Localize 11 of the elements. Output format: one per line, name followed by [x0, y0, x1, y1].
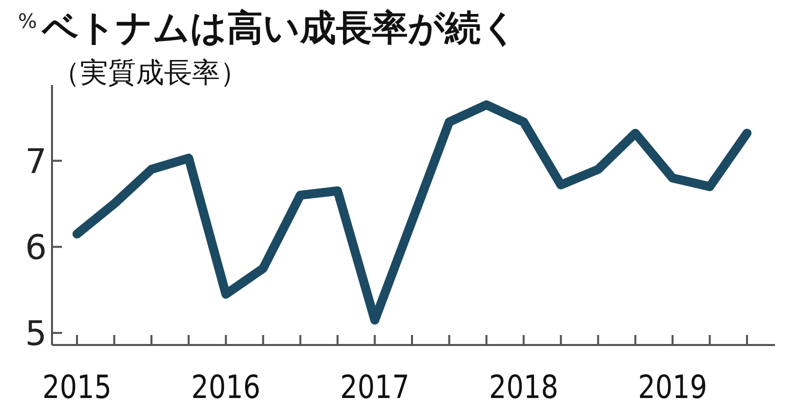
x-tick-label: 2017: [340, 368, 410, 407]
y-tick-label: 7: [25, 142, 47, 182]
y-tick-label: 5: [25, 314, 47, 354]
y-tick-label: 6: [25, 228, 47, 268]
x-tick-label: 2016: [191, 368, 260, 407]
chart-subtitle: （実質成長率）: [52, 56, 248, 89]
x-tick-label: 2019: [638, 368, 708, 407]
y-axis-title: %: [18, 9, 38, 33]
x-tick-label: 2018: [489, 368, 558, 407]
chart-title: ベトナムは高い成長率が続く: [41, 8, 518, 49]
x-tick-label: 2015: [42, 368, 112, 407]
